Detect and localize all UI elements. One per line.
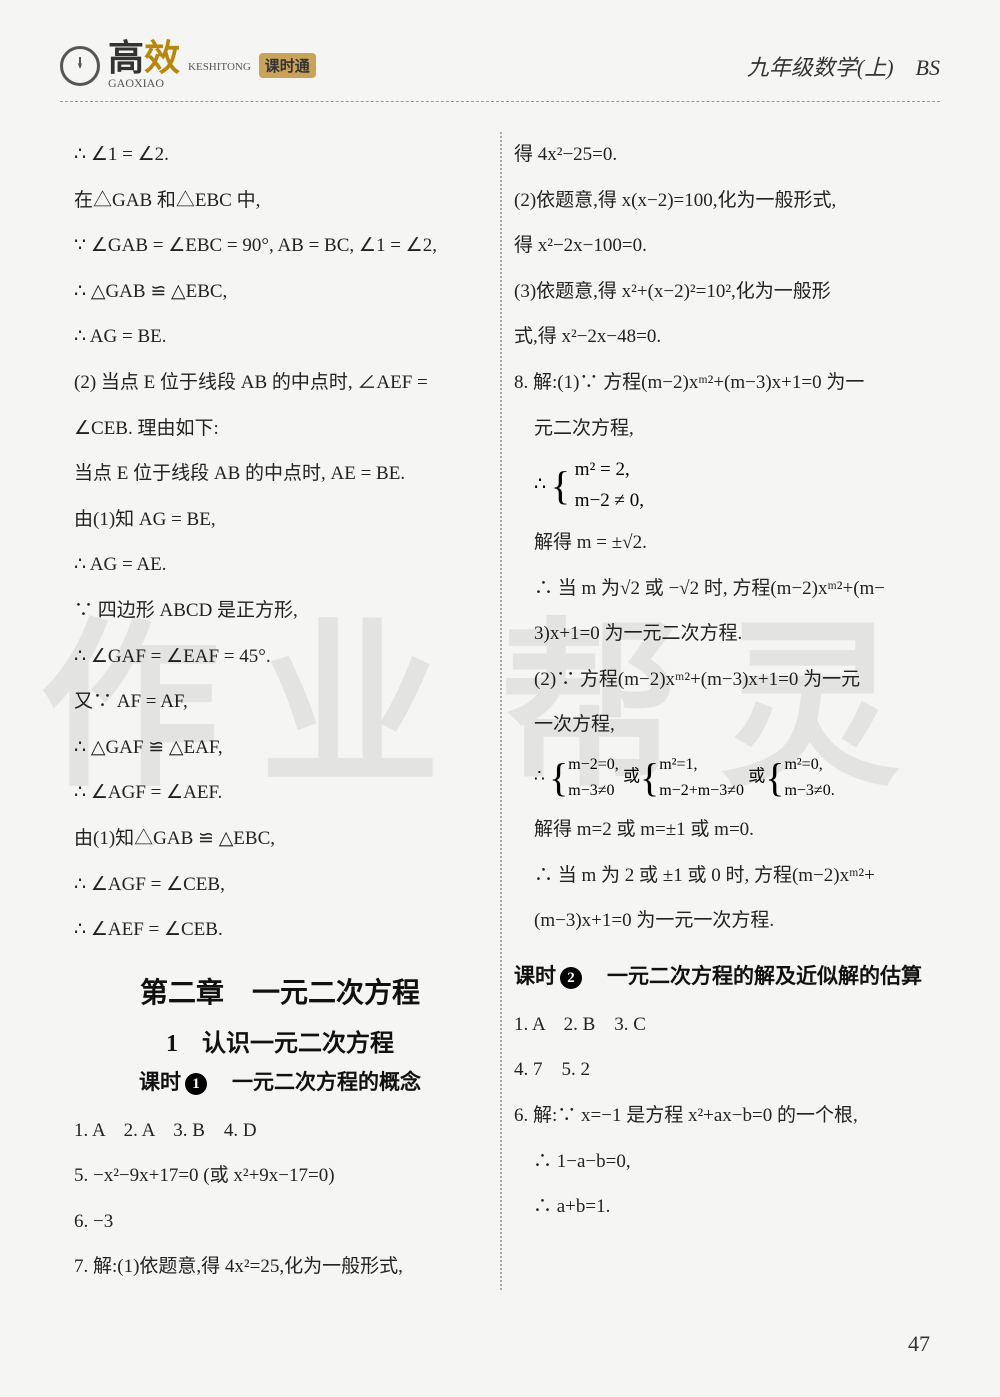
- header-book-info: 九年级数学(上) BS: [747, 50, 940, 82]
- answer-line: 7. 解:(1)依题意,得 4x²=25,化为一般形式,: [74, 1244, 486, 1290]
- solution-line: (m−3)x+1=0 为一元一次方程.: [514, 898, 926, 944]
- logo-main: 高: [108, 38, 144, 78]
- eq-line: m² = 2,: [575, 459, 630, 480]
- lesson-title: 课时2 一元二次方程的解及近似解的估算: [514, 960, 926, 990]
- solution-line: 3)x+1=0 为一元二次方程.: [514, 611, 926, 657]
- solution-line: 当点 E 位于线段 AB 的中点时, AE = BE.: [74, 451, 486, 497]
- solution-line: (2)∵ 方程(m−2)xᵐ²+(m−3)x+1=0 为一元: [514, 657, 926, 703]
- content-columns: ∴ ∠1 = ∠2. 在△GAB 和△EBC 中, ∵ ∠GAB = ∠EBC …: [60, 132, 940, 1290]
- solution-line: ∠CEB. 理由如下:: [74, 406, 486, 452]
- solution-line: ∴ 当 m 为 2 或 ±1 或 0 时, 方程(m−2)xᵐ²+: [514, 853, 926, 899]
- solution-line: 元二次方程,: [514, 406, 926, 452]
- solution-line: ∴ ∠AEF = ∠CEB.: [74, 907, 486, 953]
- solution-line: ∵ 四边形 ABCD 是正方形,: [74, 588, 486, 634]
- logo-pinyin: GAOXIAO: [108, 76, 251, 91]
- answer-line: 6. −3: [74, 1199, 486, 1245]
- solution-line: ∵ ∠GAB = ∠EBC = 90°, AB = BC, ∠1 = ∠2,: [74, 223, 486, 269]
- or-label: 或: [748, 766, 765, 785]
- lesson-prefix: 课时: [139, 1070, 181, 1094]
- equation-system: ∴ { m² = 2, m−2 ≠ 0,: [534, 455, 926, 516]
- solution-line: 一次方程,: [514, 702, 926, 748]
- column-divider: [500, 132, 502, 1290]
- lesson-title: 课时1 一元二次方程的概念: [74, 1066, 486, 1096]
- solution-line: 8. 解:(1)∵ 方程(m−2)xᵐ²+(m−3)x+1=0 为一: [514, 360, 926, 406]
- solution-line: ∴ ∠AGF = ∠CEB,: [74, 862, 486, 908]
- answer-line: 1. A 2. A 3. B 4. D: [74, 1108, 486, 1154]
- solution-line: ∴ △GAB ≌ △EBC,: [74, 269, 486, 315]
- answer-line: 4. 7 5. 2: [514, 1047, 926, 1093]
- chapter-title: 第二章 一元二次方程: [74, 971, 486, 1011]
- right-column: 得 4x²−25=0. (2)依题意,得 x(x−2)=100,化为一般形式, …: [500, 132, 940, 1290]
- page-number: 47: [908, 1331, 930, 1357]
- logo-accent: 效: [144, 38, 180, 78]
- lesson-badge-icon: 2: [560, 967, 582, 989]
- solution-line: (3)依题意,得 x²+(x−2)²=10²,化为一般形: [514, 269, 926, 315]
- answer-line: ∴ a+b=1.: [514, 1184, 926, 1230]
- answer-line: 6. 解:∵ x=−1 是方程 x²+ax−b=0 的一个根,: [514, 1093, 926, 1139]
- solution-line: ∴ ∠AGF = ∠AEF.: [74, 770, 486, 816]
- solution-line: (2) 当点 E 位于线段 AB 的中点时, ∠AEF =: [74, 360, 486, 406]
- logo-small: KESHITONG: [188, 61, 251, 73]
- solution-line: ∴ AG = BE.: [74, 314, 486, 360]
- answer-line: 5. −x²−9x+17=0 (或 x²+9x−17=0): [74, 1153, 486, 1199]
- left-column: ∴ ∠1 = ∠2. 在△GAB 和△EBC 中, ∵ ∠GAB = ∠EBC …: [60, 132, 500, 1290]
- solution-line: ∴ 当 m 为√2 或 −√2 时, 方程(m−2)xᵐ²+(m−: [514, 566, 926, 612]
- solution-line: 解得 m=2 或 m=±1 或 m=0.: [514, 807, 926, 853]
- solution-line: ∴ ∠1 = ∠2.: [74, 132, 486, 178]
- solution-line: (2)依题意,得 x(x−2)=100,化为一般形式,: [514, 178, 926, 224]
- lesson-name: 一元二次方程的概念: [211, 1070, 421, 1094]
- page-header: 高效 KESHITONG GAOXIAO 课时通 九年级数学(上) BS: [60, 40, 940, 102]
- solution-line: ∴ ∠GAF = ∠EAF = 45°.: [74, 634, 486, 680]
- lesson-badge-icon: 1: [185, 1073, 207, 1095]
- equation-system: ∴ {m−2=0,m−3≠0 或{m²=1,m−2+m−3≠0 或{m²=0,m…: [534, 752, 926, 803]
- lesson-prefix: 课时: [514, 964, 556, 988]
- clock-icon: [60, 46, 100, 86]
- solution-line: 得 x²−2x−100=0.: [514, 223, 926, 269]
- solution-line: 由(1)知△GAB ≌ △EBC,: [74, 816, 486, 862]
- solution-line: 由(1)知 AG = BE,: [74, 497, 486, 543]
- answer-line: 1. A 2. B 3. C: [514, 1002, 926, 1048]
- answer-line: ∴ 1−a−b=0,: [514, 1139, 926, 1185]
- or-label: 或: [623, 766, 640, 785]
- eq-line: m−2 ≠ 0,: [575, 490, 644, 511]
- solution-line: ∴ △GAF ≌ △EAF,: [74, 725, 486, 771]
- solution-line: ∴ AG = AE.: [74, 542, 486, 588]
- section-title: 1 认识一元二次方程: [74, 1023, 486, 1058]
- logo-badge: 课时通: [259, 53, 316, 78]
- lesson-name: 一元二次方程的解及近似解的估算: [586, 964, 922, 988]
- solution-line: 又∵ AF = AF,: [74, 679, 486, 725]
- solution-line: 解得 m = ±√2.: [514, 520, 926, 566]
- logo: 高效 KESHITONG GAOXIAO 课时通: [60, 40, 316, 91]
- solution-line: 式,得 x²−2x−48=0.: [514, 314, 926, 360]
- solution-line: 在△GAB 和△EBC 中,: [74, 178, 486, 224]
- solution-line: 得 4x²−25=0.: [514, 132, 926, 178]
